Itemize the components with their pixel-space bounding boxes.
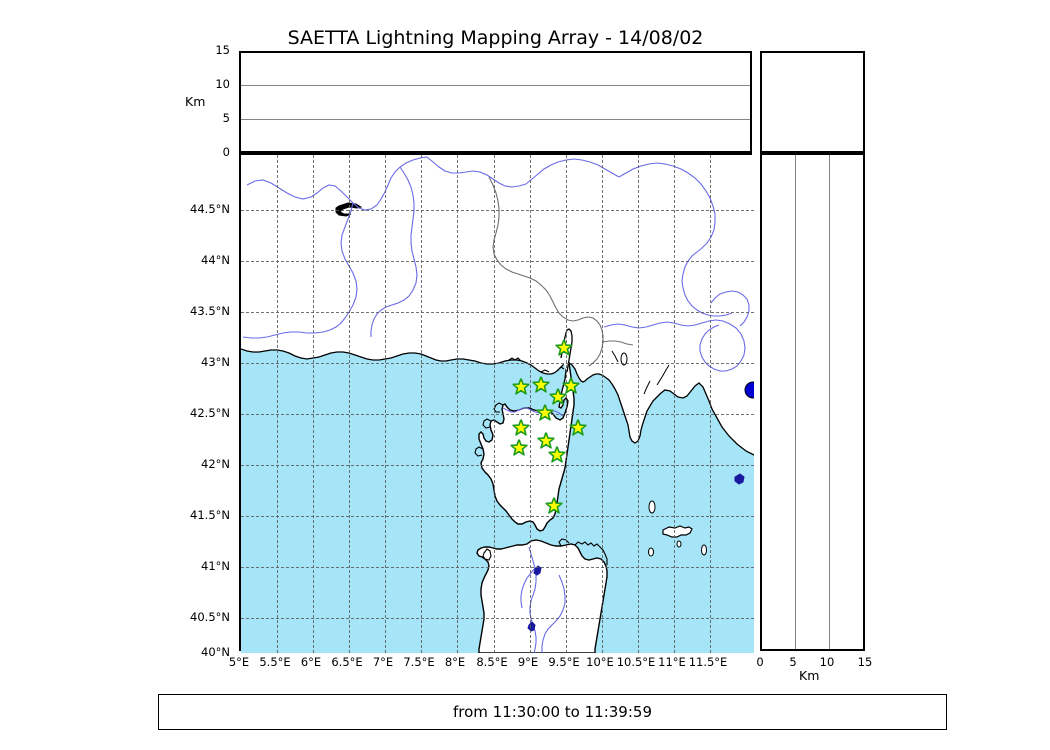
map-grid-lon-8.5 <box>494 155 495 653</box>
lma-station-marker <box>555 339 573 357</box>
top-ytick-10: 10 <box>215 77 230 91</box>
map-grid-lat-41.5 <box>241 516 754 517</box>
map-grid-lon-11.5 <box>710 155 711 653</box>
lma-station-marker <box>549 388 566 406</box>
map-grid-lon-9.5 <box>566 155 567 653</box>
right-xtick-5: 5 <box>789 655 797 669</box>
map-grid-lat-44.5 <box>241 210 754 211</box>
map-grid-lon-10.5 <box>638 155 639 653</box>
right-altitude-panel[interactable] <box>760 153 865 651</box>
lma-station-marker <box>536 404 554 421</box>
map-canvas <box>241 155 754 653</box>
map-xtick-9: 9°E <box>517 655 539 669</box>
map-xtick-6: 6°E <box>300 655 322 669</box>
map-ytick-44.5: 44.5°N <box>190 202 230 216</box>
map-xtick-6.5: 6.5°E <box>331 655 363 669</box>
lma-station-marker <box>562 377 580 395</box>
map-panel[interactable] <box>239 153 754 653</box>
lma-station-marker <box>510 439 528 456</box>
map-grid-lon-6 <box>313 155 314 653</box>
top-ytick-15: 15 <box>215 43 230 57</box>
map-xtick-5: 5°E <box>228 655 250 669</box>
lma-station-marker <box>569 419 587 437</box>
top-altitude-panel[interactable] <box>239 51 752 153</box>
map-grid-lon-7.5 <box>421 155 422 653</box>
right-xtick-15: 15 <box>857 655 873 669</box>
map-xtick-7: 7°E <box>372 655 394 669</box>
map-grid-lon-10 <box>602 155 603 653</box>
map-ytick-40: 40°N <box>201 645 230 659</box>
map-geography <box>241 155 754 653</box>
top-ytick-5: 5 <box>222 111 230 125</box>
lma-station-marker <box>532 376 550 394</box>
top-ytick-0: 0 <box>222 145 230 159</box>
map-xtick-9.5: 9.5°E <box>548 655 580 669</box>
map-xtick-10: 10°E <box>586 655 614 669</box>
map-xtick-5.5: 5.5°E <box>259 655 291 669</box>
right-xtick-0: 0 <box>756 655 764 669</box>
map-ytick-42: 42°N <box>201 457 230 471</box>
top-panel-axis-label-km: Km <box>185 94 206 109</box>
map-grid-lat-41 <box>241 567 754 568</box>
map-ytick-41: 41°N <box>201 559 230 573</box>
map-ytick-44: 44°N <box>201 253 230 267</box>
map-ytick-42.5: 42.5°N <box>190 406 230 420</box>
map-grid-lat-42 <box>241 465 754 466</box>
map-grid-lat-40.5 <box>241 618 754 619</box>
page-title: SAETTA Lightning Mapping Array - 14/08/0… <box>287 27 704 49</box>
right-panel-gridline-5 <box>795 155 796 649</box>
map-grid-lon-6.5 <box>349 155 350 653</box>
top-panel-gridline-5 <box>241 119 750 120</box>
map-ytick-41.5: 41.5°N <box>190 508 230 522</box>
map-grid-lon-7 <box>385 155 386 653</box>
map-grid-lat-42.5 <box>241 414 754 415</box>
lma-station-marker <box>548 446 566 463</box>
map-xtick-8: 8°E <box>444 655 466 669</box>
map-ytick-40.5: 40.5°N <box>190 610 230 624</box>
status-bar[interactable]: from 11:30:00 to 11:39:59 <box>158 694 947 730</box>
map-xtick-10.5: 10.5°E <box>616 655 656 669</box>
map-xtick-11.5: 11.5°E <box>688 655 728 669</box>
map-grid-lat-43 <box>241 363 754 364</box>
map-ytick-43.5: 43.5°N <box>190 304 230 318</box>
map-grid-lat-44 <box>241 261 754 262</box>
lma-station-marker <box>512 419 530 437</box>
map-grid-lon-5.5 <box>277 155 278 653</box>
map-grid-lon-9 <box>530 155 531 653</box>
map-grid-lon-11 <box>674 155 675 653</box>
map-xtick-7.5: 7.5°E <box>403 655 435 669</box>
map-xtick-11: 11°E <box>658 655 686 669</box>
right-xtick-10: 10 <box>819 655 835 669</box>
time-range-text: from 11:30:00 to 11:39:59 <box>452 703 652 721</box>
map-xtick-8.5: 8.5°E <box>476 655 508 669</box>
lma-station-marker <box>537 432 555 450</box>
map-grid-lon-8 <box>457 155 458 653</box>
lma-station-marker <box>512 378 530 396</box>
map-grid-lat-43.5 <box>241 312 754 313</box>
source-dot <box>744 381 754 399</box>
right-panel-axis-label-km: Km <box>799 668 820 683</box>
top-panel-gridline-10 <box>241 85 750 86</box>
source-marker <box>744 381 754 399</box>
corner-blank-panel[interactable] <box>760 51 865 153</box>
map-ytick-43: 43°N <box>201 355 230 369</box>
lma-station-marker <box>545 497 563 514</box>
right-panel-gridline-10 <box>829 155 830 649</box>
